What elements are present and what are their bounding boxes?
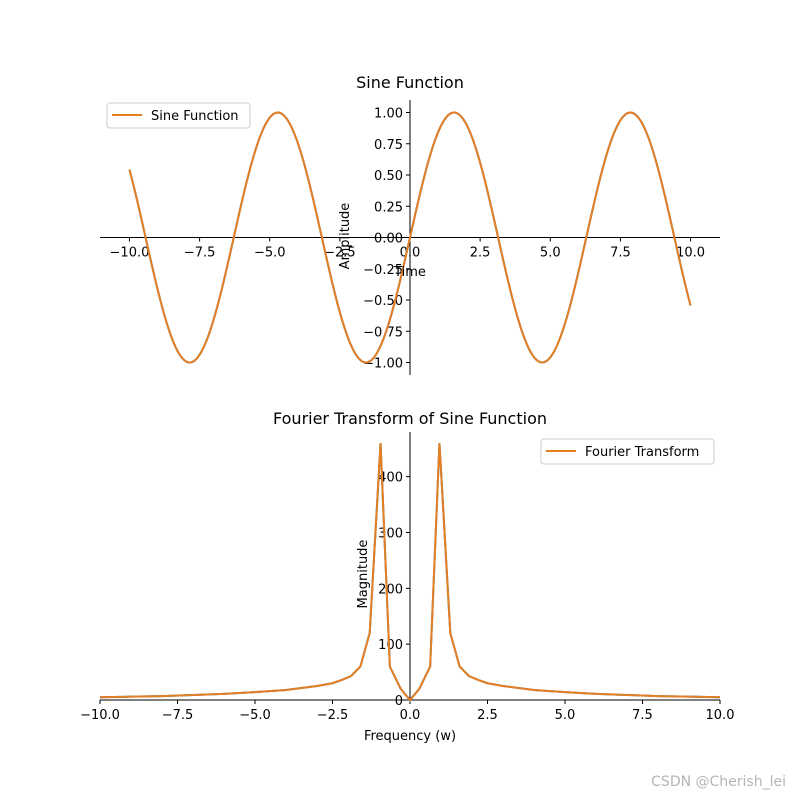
x-tick-label: 10.0 [706,708,735,723]
x-tick-label: 0.0 [400,246,421,261]
sine-legend-box [106,102,251,129]
y-tick-label: 400 [378,471,403,486]
sine-x-ticks: −10.0 −7.5 −5.0 −2.5 0.0 2.5 5.0 7.5 10.0 [110,237,705,261]
fourier-legend-label: Fourier Transform [585,445,699,460]
sine-lines [128,111,692,364]
fourier-chart-title: Fourier Transform of Sine Function [273,409,547,428]
fourier-legend: Fourier Transform [540,438,715,465]
fourier-lines [99,443,721,702]
y-tick-label: −0.75 [363,325,403,340]
x-tick-label: 7.5 [610,246,631,261]
sine-x-axis-label: Time [393,265,426,280]
fourier-x-ticks: −10.0 −7.5 −5.0 −2.5 0.0 2.5 5.0 7.5 10.0 [80,700,734,723]
fourier-y-ticks: 0 100 200 300 400 [378,471,410,709]
series-line [99,443,721,702]
sine-y-ticks: −1.00−0.75−0.50−0.250.000.250.500.751.00 [363,107,410,372]
x-tick-label: −7.5 [184,246,216,261]
y-tick-label: 300 [378,527,403,542]
y-tick-label: 0 [395,694,403,709]
x-tick-label: 2.5 [470,246,491,261]
x-tick-label: 7.5 [632,708,653,723]
fourier-legend-box [540,438,715,465]
x-tick-label: 5.0 [555,708,576,723]
y-tick-label: 100 [378,638,403,653]
x-tick-label: −10.0 [80,708,120,723]
y-tick-label: 0.25 [374,200,403,215]
x-tick-label: 2.5 [477,708,498,723]
x-tick-label: −5.0 [239,708,271,723]
watermark: CSDN @Cherish_lei [651,774,786,790]
y-tick-label: 0.00 [374,232,403,247]
x-tick-label: −10.0 [110,246,150,261]
y-tick-label: 0.75 [374,138,403,153]
y-tick-label: 1.00 [374,107,403,122]
fourier-x-axis-label: Frequency (w) [364,729,456,744]
series-line [128,111,692,364]
x-tick-label: −7.5 [162,708,194,723]
y-tick-label: 0.50 [374,169,403,184]
x-tick-label: 0.0 [400,708,421,723]
sine-legend: Sine Function [106,102,251,129]
sine-legend-label: Sine Function [151,109,239,124]
sine-chart: Sine Function −10.0 −7.5 −5.0 −2.5 0.0 2.5 5.0… [100,73,720,375]
x-tick-label: 10.0 [676,246,705,261]
x-tick-label: −5.0 [254,246,286,261]
sine-y-axis-label: Amplitude [338,203,353,270]
x-tick-label: −2.5 [317,708,349,723]
y-tick-label: −0.25 [363,263,403,278]
x-tick-label: −2.5 [324,246,356,261]
y-tick-label: 200 [378,582,403,597]
sine-chart-title: Sine Function [356,73,464,92]
x-tick-label: 5.0 [540,246,561,261]
fourier-y-axis-label: Magnitude [356,540,371,609]
y-tick-label: −1.00 [363,357,403,372]
fourier-axes [100,432,720,701]
fourier-chart: Fourier Transform of Sine Function −10.0… [80,409,734,744]
